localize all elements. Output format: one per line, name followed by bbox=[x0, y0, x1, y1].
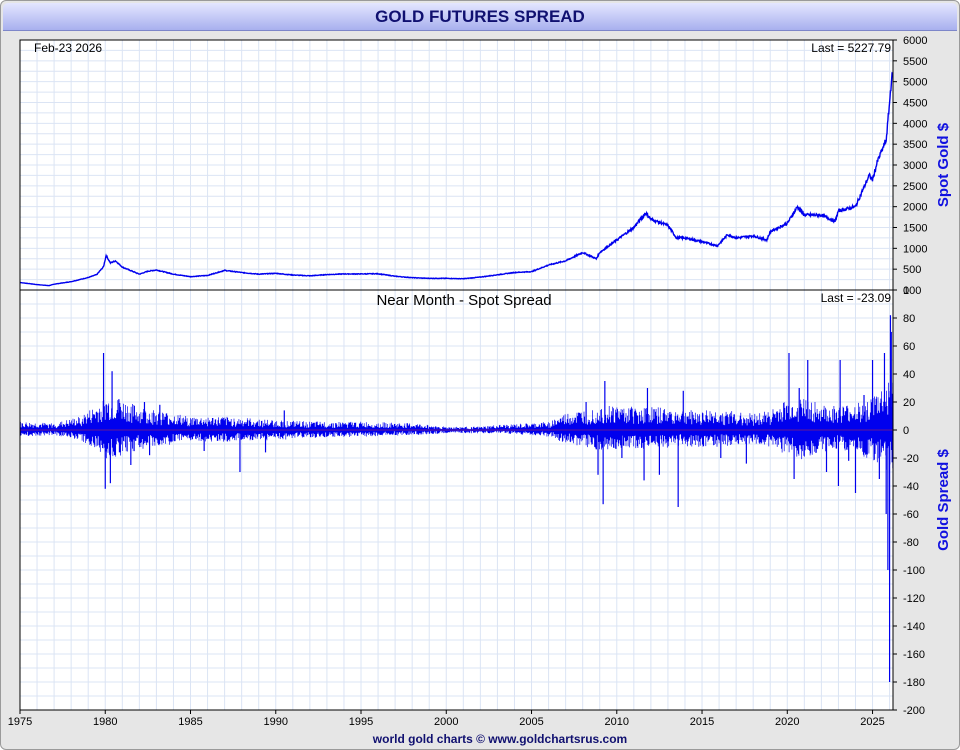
y-tick-label: 40 bbox=[903, 369, 915, 381]
x-tick-label: 2020 bbox=[775, 716, 799, 728]
x-tick-label: 2025 bbox=[860, 716, 884, 728]
top-y-axis-title: Spot Gold $ bbox=[935, 122, 952, 207]
bottom-y-axis-title: Gold Spread $ bbox=[935, 449, 952, 551]
panels: 0500100015002000250030003500400045005000… bbox=[8, 35, 928, 728]
y-tick-label: -20 bbox=[903, 453, 919, 465]
y-tick-label: -160 bbox=[903, 649, 925, 661]
x-tick-label: 1980 bbox=[93, 716, 117, 728]
y-tick-label: -120 bbox=[903, 593, 925, 605]
y-tick-label: 3000 bbox=[903, 160, 927, 172]
x-tick-label: 1985 bbox=[178, 716, 202, 728]
title-bar: GOLD FUTURES SPREAD bbox=[3, 3, 957, 31]
y-tick-label: 5000 bbox=[903, 77, 927, 89]
plot-background bbox=[20, 40, 893, 710]
y-tick-label: 0 bbox=[903, 285, 909, 297]
x-tick-label: 1975 bbox=[8, 716, 32, 728]
y-tick-label: 4500 bbox=[903, 98, 927, 110]
spot-gold-line bbox=[20, 72, 893, 287]
y-tick-label: -60 bbox=[903, 509, 919, 521]
y-tick-label: 5500 bbox=[903, 56, 927, 68]
y-tick-label: 500 bbox=[903, 264, 921, 276]
y-tick-label: 100 bbox=[903, 285, 921, 297]
chart-title: GOLD FUTURES SPREAD bbox=[375, 7, 585, 26]
y-tick-label: -40 bbox=[903, 481, 919, 493]
y-tick-label: 60 bbox=[903, 341, 915, 353]
bottom-panel-title: Near Month - Spot Spread bbox=[376, 292, 551, 309]
y-tick-label: 6000 bbox=[903, 35, 927, 47]
y-tick-label: 2500 bbox=[903, 181, 927, 193]
y-tick-label: -180 bbox=[903, 677, 925, 689]
y-tick-label: 3500 bbox=[903, 139, 927, 151]
top-last-label: Last = 5227.79 bbox=[811, 41, 891, 55]
y-tick-label: 1500 bbox=[903, 223, 927, 235]
y-tick-label: -200 bbox=[903, 705, 925, 717]
y-tick-label: -140 bbox=[903, 621, 925, 633]
x-tick-label: 1995 bbox=[349, 716, 373, 728]
y-tick-label: -100 bbox=[903, 565, 925, 577]
x-tick-label: 2000 bbox=[434, 716, 458, 728]
x-tick-label: 2005 bbox=[519, 716, 543, 728]
x-tick-label: 2010 bbox=[605, 716, 629, 728]
x-tick-label: 2015 bbox=[690, 716, 714, 728]
x-tick-label: 1990 bbox=[264, 716, 288, 728]
y-tick-label: 1000 bbox=[903, 243, 927, 255]
bottom-last-label: Last = -23.09 bbox=[821, 291, 892, 305]
y-tick-label: 0 bbox=[903, 425, 909, 437]
footer-credit: world gold charts © www.goldchartsrus.co… bbox=[372, 732, 627, 746]
y-tick-label: 80 bbox=[903, 313, 915, 325]
y-tick-label: -80 bbox=[903, 537, 919, 549]
y-tick-label: 20 bbox=[903, 397, 915, 409]
date-label: Feb-23 2026 bbox=[34, 41, 102, 55]
bottom-panel-border bbox=[19, 289, 894, 711]
y-tick-label: 4000 bbox=[903, 118, 927, 130]
y-tick-label: 2000 bbox=[903, 202, 927, 214]
